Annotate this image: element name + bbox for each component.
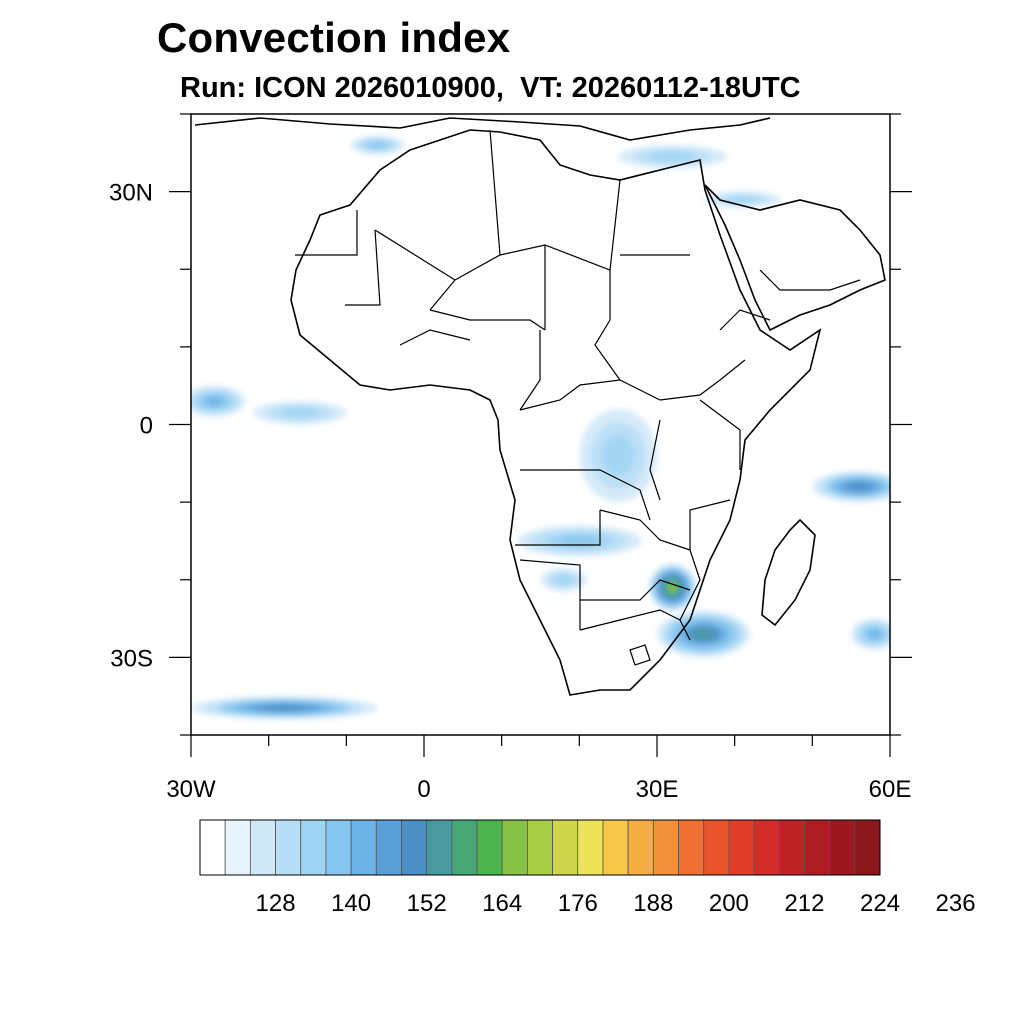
colorbar-swatch — [199, 819, 226, 876]
x-tick-label: 60E — [869, 776, 912, 803]
colorbar-swatch — [426, 819, 453, 876]
coastlines — [194, 117, 886, 696]
colorbar-swatch — [829, 819, 856, 876]
colorbar-labels: 128 140 152 164 176 188 200 212 224 236 — [256, 890, 976, 917]
colorbar-swatch — [401, 819, 428, 876]
colorbar-label: 152 — [407, 890, 447, 917]
colorbar-swatch — [778, 819, 805, 876]
colorbar-label: 236 — [936, 890, 976, 917]
colorbar-label: 212 — [784, 890, 824, 917]
convection-cell-south-africa-east — [657, 610, 751, 658]
convection-cell-eastern-med-band — [618, 145, 727, 169]
colorbar-swatch — [753, 819, 780, 876]
colorbar-swatch — [275, 819, 302, 876]
colorbar-swatch — [476, 819, 503, 876]
europe-coastline — [194, 117, 771, 141]
arabia-coastline — [704, 184, 886, 332]
colorbar-label: 188 — [633, 890, 673, 917]
convection-cell-south-atlantic-band — [191, 696, 378, 720]
colorbar-label: 140 — [331, 890, 371, 917]
colorbar-label: 224 — [860, 890, 900, 917]
y-tick-label: 30N — [109, 180, 153, 207]
map-title: Convection index — [157, 14, 511, 61]
y-tick-label: 30S — [110, 645, 153, 672]
colorbar-swatch — [602, 819, 629, 876]
x-tick-label: 30E — [636, 776, 679, 803]
colorbar — [199, 819, 881, 876]
convection-cell-congo-basin — [579, 408, 658, 503]
colorbar-swatch — [854, 819, 881, 876]
colorbar-swatch — [678, 819, 705, 876]
colorbar-label: 176 — [558, 890, 598, 917]
colorbar-swatch — [325, 819, 352, 876]
map-subtitle: Run: ICON 2026010900, VT: 20260112-18UTC — [180, 72, 801, 104]
colorbar-swatch — [527, 819, 553, 876]
convection-cell-botswana-namibia — [540, 568, 588, 592]
convection-cell-indian-ocean-south — [851, 618, 890, 650]
colorbar-swatch — [249, 819, 276, 876]
convection-cell-indian-ocean-east — [812, 471, 890, 503]
colorbar-swatch — [652, 819, 679, 876]
y-tick-label: 0 — [140, 413, 153, 440]
madagascar-coastline — [761, 518, 816, 627]
map-frame — [190, 113, 891, 736]
colorbar-swatch — [577, 819, 604, 876]
convection-cell-middle-east-band — [703, 191, 782, 208]
colorbar-frame — [199, 819, 881, 876]
africa-coastline — [290, 129, 822, 696]
convection-cell-atlantic-equatorial-mid — [253, 401, 347, 425]
axis-tick-labels: 30W 0 30E 60E 30N 0 30S — [109, 180, 911, 803]
colorbar-swatch — [627, 819, 654, 876]
convection-cell-mozambique-core — [649, 564, 696, 611]
colorbar-swatch — [300, 819, 327, 876]
colorbar-swatch — [703, 819, 730, 876]
colorbar-swatch — [552, 819, 579, 876]
colorbar-label: 200 — [709, 890, 749, 917]
colorbar-swatch — [224, 819, 251, 876]
colorbar-swatch — [451, 819, 478, 876]
colorbar-swatch — [804, 819, 831, 876]
x-tick-label: 30W — [166, 776, 216, 803]
axis-ticks — [169, 113, 912, 757]
colorbar-label: 164 — [482, 890, 522, 917]
country-borders — [295, 129, 861, 666]
convection-cell-atlantic-equatorial-west — [191, 385, 246, 417]
convection-field — [191, 135, 890, 720]
convection-cell-angola-zambia — [517, 525, 642, 557]
x-tick-label: 0 — [417, 776, 430, 803]
colorbar-swatch — [501, 819, 528, 876]
colorbar-swatch — [375, 819, 402, 876]
colorbar-label: 128 — [256, 890, 296, 917]
convection-cell-mediterranean-band — [350, 135, 405, 155]
colorbar-swatch — [728, 819, 755, 876]
colorbar-swatch — [350, 819, 377, 876]
